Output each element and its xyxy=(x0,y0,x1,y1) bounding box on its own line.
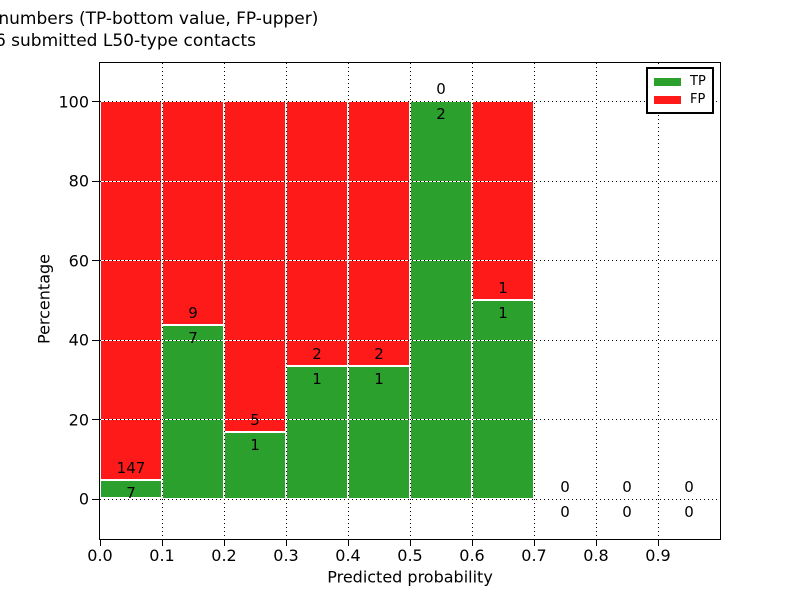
tp-bar-segment xyxy=(286,366,348,499)
x-tick-label: 0.7 xyxy=(521,546,547,565)
y-tick-label: 40 xyxy=(68,330,89,350)
tp-legend-swatch xyxy=(654,77,681,86)
x-tick-label: 0.3 xyxy=(273,546,299,565)
x-tick-label: 0.5 xyxy=(397,546,423,565)
tp-bar-segment xyxy=(162,324,224,499)
x-tick-mark xyxy=(348,540,349,546)
fp-bar-segment xyxy=(100,101,162,481)
tp-bar-segment xyxy=(410,101,472,499)
fp-count-label: 0 xyxy=(560,477,570,496)
x-tick-label: 0.1 xyxy=(149,546,175,565)
y-tick-label: 80 xyxy=(68,171,89,191)
y-tick-mark xyxy=(92,101,99,102)
x-tick-mark xyxy=(286,540,287,546)
y-tick-mark xyxy=(92,498,99,500)
y-tick-mark xyxy=(92,260,99,261)
tp-count-label: 1 xyxy=(312,370,322,388)
fp-count-label: 2 xyxy=(374,345,384,363)
fp-count-label: 9 xyxy=(188,303,198,322)
y-tick-label: 60 xyxy=(68,251,89,270)
legend-item-fp: FP xyxy=(654,93,706,106)
fp-count-label: 1 xyxy=(498,278,508,297)
y-tick-mark xyxy=(92,419,99,420)
y-tick-label: 0 xyxy=(78,489,89,509)
tp-count-label: 0 xyxy=(560,502,570,521)
x-tick-mark xyxy=(224,540,225,546)
x-tick-label: 0.8 xyxy=(583,546,609,565)
x-tick-label: 0.6 xyxy=(459,546,485,565)
y-axis-label: Percentage xyxy=(34,253,54,345)
x-axis-label: Predicted probability xyxy=(327,567,493,587)
x-gridline xyxy=(534,63,535,539)
fp-count-label: 2 xyxy=(312,345,322,363)
x-tick-label: 0.0 xyxy=(87,546,113,565)
legend-item-tp: TP xyxy=(654,75,706,88)
fp-count-label: 0 xyxy=(622,477,632,496)
x-gridline xyxy=(410,63,411,539)
tp-bar-segment xyxy=(100,480,162,499)
x-tick-mark xyxy=(658,540,659,546)
x-tick-mark xyxy=(410,540,411,546)
y-tick-label: 100 xyxy=(58,92,89,111)
x-tick-mark xyxy=(162,540,163,546)
tp-count-label: 1 xyxy=(374,370,384,388)
x-tick-label: 0.9 xyxy=(645,546,671,565)
legend: TP FP xyxy=(646,67,714,114)
tp-count-label: 1 xyxy=(250,436,260,455)
tp-legend-label: TP xyxy=(690,74,706,89)
x-gridline xyxy=(224,63,225,539)
tp-count-label: 7 xyxy=(126,484,136,503)
x-tick-label: 0.2 xyxy=(211,546,237,565)
title-line-1: TP /FP percentage and numbers (TP-bottom… xyxy=(0,9,319,29)
plot-area: 147 7 9 7 5 1 2 1 2 1 0 2 1 1 0 0 0 0 0 0 0 20 40 60 80 100 0.0 0.1… xyxy=(58,62,721,565)
fp-legend-swatch xyxy=(654,95,681,104)
fp-bar-segment xyxy=(286,101,348,366)
x-tick-label: 0.4 xyxy=(335,546,361,565)
fp-count-label: 0 xyxy=(436,80,446,98)
fp-bar-segment xyxy=(348,101,410,366)
tp-count-label: 1 xyxy=(498,303,508,322)
fp-bar-segment xyxy=(224,101,286,433)
tp-count-label: 0 xyxy=(622,502,632,521)
x-gridline xyxy=(596,63,597,539)
y-tick-mark xyxy=(92,339,99,341)
title-line-2: from among 186 submitted L50-type contac… xyxy=(0,31,256,51)
fp-legend-label: FP xyxy=(690,92,706,107)
tp-count-label: 7 xyxy=(188,328,198,347)
x-tick-mark xyxy=(596,540,597,546)
x-gridline xyxy=(348,63,349,539)
fp-bar-segment xyxy=(472,101,534,300)
x-gridline xyxy=(658,63,659,539)
x-gridline xyxy=(162,63,163,539)
tp-bar-segment xyxy=(224,432,286,499)
tp-bar-segment xyxy=(472,299,534,499)
fp-count-label: 5 xyxy=(250,411,260,430)
fp-bar-segment xyxy=(162,101,224,325)
x-gridline xyxy=(472,63,473,539)
fp-count-label: 147 xyxy=(116,459,146,478)
chart-title: TP /FP percentage and numbers (TP-bottom… xyxy=(0,8,410,52)
tp-count-label: 0 xyxy=(684,502,694,521)
y-tick-label: 20 xyxy=(68,410,89,429)
x-tick-mark xyxy=(472,540,473,546)
x-tick-mark xyxy=(100,540,101,546)
fp-count-label: 0 xyxy=(684,477,694,496)
tp-count-label: 2 xyxy=(436,105,446,123)
x-gridline xyxy=(286,63,287,539)
y-tick-mark xyxy=(92,180,99,182)
x-tick-mark xyxy=(534,540,535,546)
tp-bar-segment xyxy=(348,366,410,499)
